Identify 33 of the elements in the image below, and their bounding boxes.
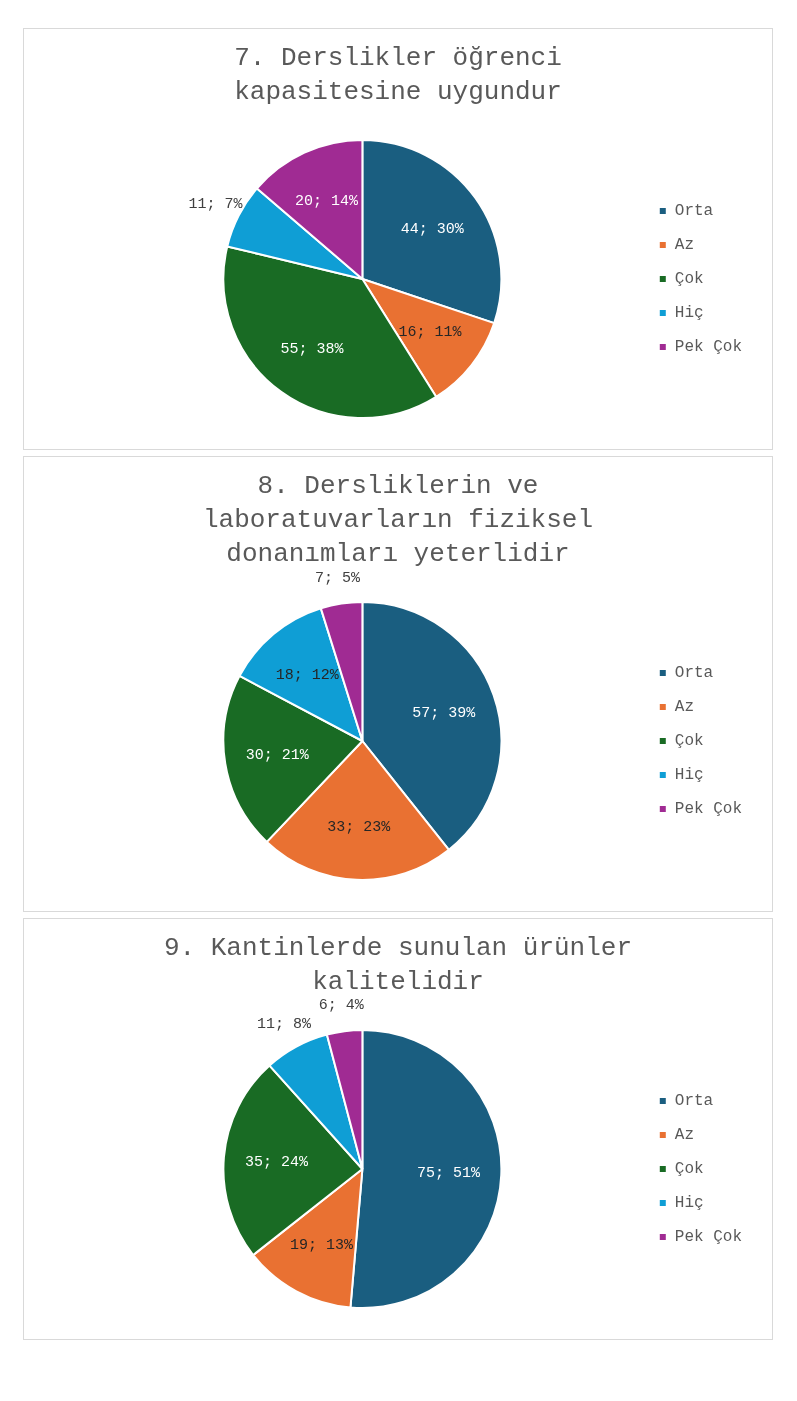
legend-label: Orta [674, 664, 714, 683]
legend-label: Hiç [674, 766, 704, 785]
data-label: 55; 38% [280, 340, 345, 358]
data-label: 44; 30% [400, 220, 465, 238]
legend-label: Hiç [674, 1194, 704, 1213]
chart-title: 7. Derslikler öğrenci kapasitesine uygundur [233, 42, 563, 109]
data-label: 7; 5% [314, 569, 361, 587]
data-label: 11; 8% [257, 1015, 313, 1033]
data-label: 33; 23% [327, 819, 392, 837]
chart-title: 9. Kantinlerde sunulan ürünler kalitelidir [163, 932, 633, 999]
data-label: 18; 12% [275, 666, 340, 684]
legend-label: Pek Çok [674, 338, 743, 357]
legend-label: Çok [674, 732, 704, 751]
data-label: 6; 4% [318, 997, 365, 1015]
legend-label: Az [674, 1126, 694, 1145]
legend-label: Çok [674, 270, 704, 289]
data-label: 20; 14% [294, 192, 359, 210]
legend-label: Orta [674, 202, 714, 221]
data-label: 11; 7% [188, 195, 244, 213]
data-label: 35; 24% [245, 1153, 310, 1171]
data-label: 19; 13% [289, 1236, 354, 1254]
legend-label: Pek Çok [674, 800, 743, 819]
legend-label: Az [674, 698, 694, 717]
data-label: 30; 21% [245, 746, 310, 764]
data-label: 57; 39% [412, 704, 477, 722]
legend-label: Az [674, 236, 694, 255]
legend-label: Çok [674, 1160, 704, 1179]
legend-label: Pek Çok [674, 1228, 743, 1247]
legend-label: Hiç [674, 304, 704, 323]
data-label: 75; 51% [416, 1164, 481, 1182]
data-label: 16; 11% [398, 324, 463, 342]
legend-label: Orta [674, 1092, 714, 1111]
chart-title: 8. Dersliklerin ve laboratuvarların fiziksel donanımları yeterlidir [201, 470, 595, 571]
